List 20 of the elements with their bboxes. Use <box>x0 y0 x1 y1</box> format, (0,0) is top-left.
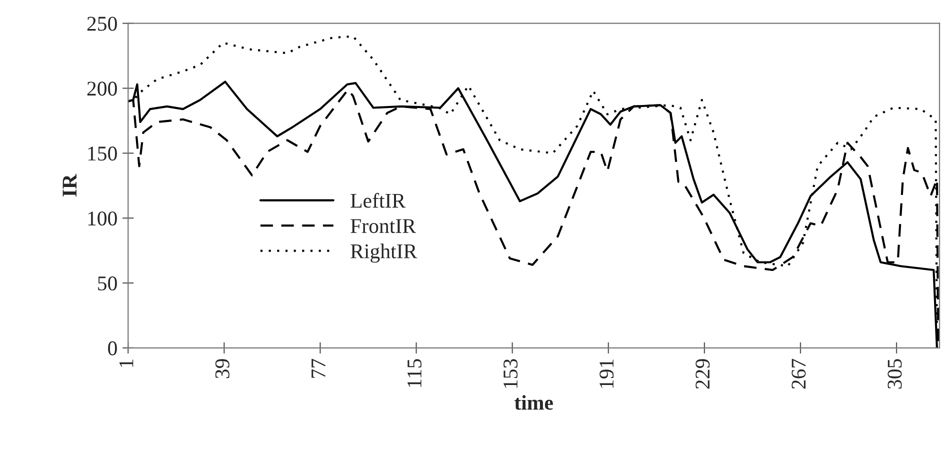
y-axis-title: IR <box>62 174 76 197</box>
y-tick-label: 150 <box>88 146 117 161</box>
legend-label: RightIR <box>350 244 418 263</box>
x-tick-label: 267 <box>792 358 806 389</box>
x-tick-label: 115 <box>408 359 422 387</box>
y-tick-label: 250 <box>87 16 117 31</box>
x-axis-title: time <box>514 395 553 410</box>
y-tick-label: 50 <box>98 276 117 290</box>
y-tick-label: 0 <box>108 341 117 356</box>
x-tick-label: 191 <box>600 360 614 388</box>
y-tick-label: 100 <box>88 211 117 226</box>
legend-label: LeftIR <box>350 192 406 208</box>
x-tick-label: 229 <box>696 359 710 389</box>
x-tick-label: 39 <box>215 359 230 378</box>
legend-label: FrontIR <box>350 219 416 234</box>
y-tick-label: 200 <box>87 82 117 96</box>
x-tick-label: 77 <box>312 358 326 378</box>
x-tick-label: 153 <box>504 359 518 388</box>
x-tick-label: 305 <box>888 359 902 389</box>
x-tick-label: 1 <box>119 360 134 367</box>
